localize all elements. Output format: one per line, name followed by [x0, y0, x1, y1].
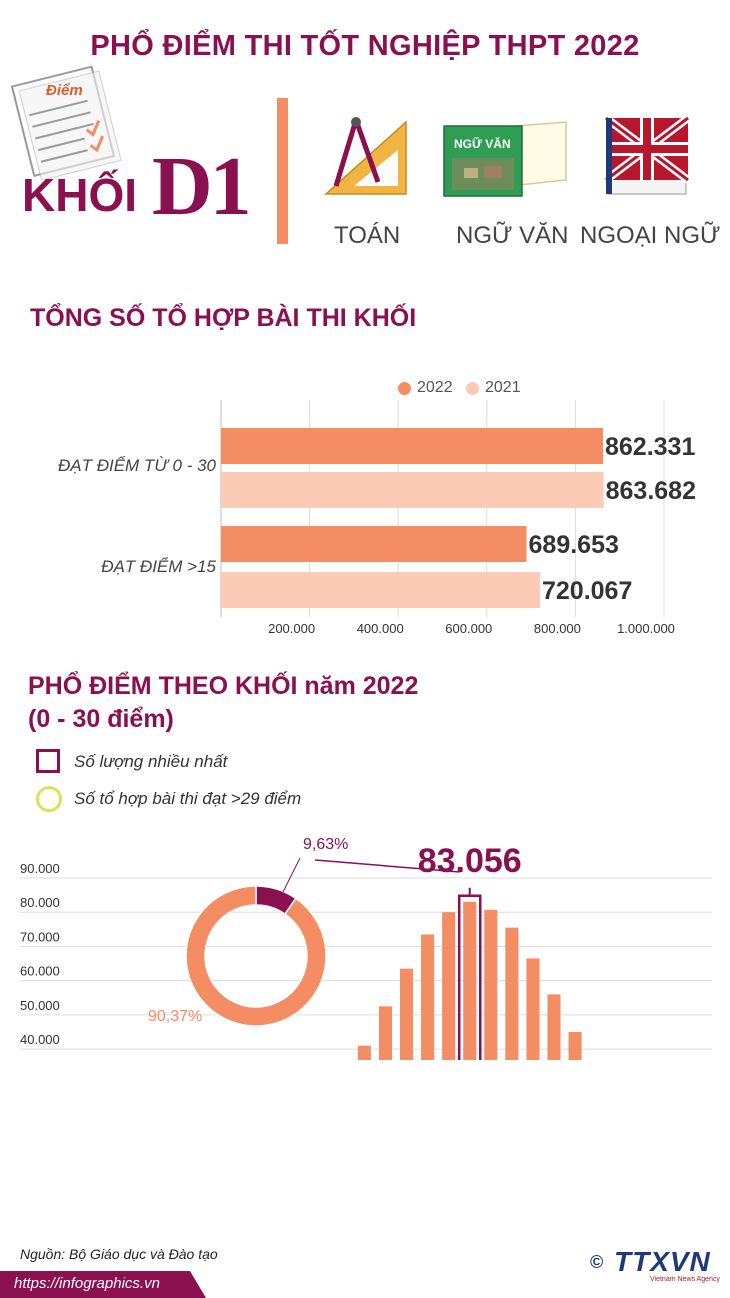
vbar-15 [378, 1006, 392, 1060]
hbar-xtick: 800.000 [534, 621, 581, 636]
vbar-18 [442, 912, 456, 1060]
vbar-ytick: 60.000 [20, 964, 60, 979]
hbar-value-label: 689.653 [529, 531, 619, 559]
legend-2021: 2021 [466, 379, 521, 397]
source-note: Nguồn: Bộ Giáo dục và Đào tạo [20, 1246, 218, 1262]
book-title: NGỮ VĂN [454, 136, 511, 151]
vbar-ytick: 80.000 [20, 895, 60, 910]
hbar-value-label: 863.682 [606, 477, 696, 505]
vbar-17 [421, 934, 435, 1060]
ttxvn-logo-sub: Vietnam News Agency [650, 1276, 720, 1283]
page-title: PHỔ ĐIỂM THI TỐT NGHIỆP THPT 2022 [90, 30, 640, 62]
vbar-21 [505, 927, 519, 1060]
legend-circle-label: Số tổ hợp bài thi đạt >29 điểm [74, 789, 302, 808]
vbar-ytick: 90.000 [20, 861, 60, 876]
section2-subtitle: (0 - 30 điểm) [28, 705, 174, 733]
legend-label-2022: 2022 [417, 379, 453, 396]
legend-2022: 2022 [398, 379, 453, 397]
legend-dot-2022 [398, 381, 411, 395]
subject-literature: NGỮ VĂN [456, 222, 569, 249]
pie-to-peak-connector [314, 859, 460, 873]
hbar-2021 [221, 472, 604, 508]
section2-title: PHỔ ĐIỂM THEO KHỐI năm 2022 [28, 672, 419, 700]
max-highlight-box [457, 894, 482, 1060]
khoi-word: KHỐI [22, 169, 137, 221]
peak-value-label: 83.056 [418, 842, 522, 880]
footer-bar-tip [190, 1271, 206, 1298]
vbar-23 [547, 994, 561, 1060]
vbar-22 [526, 958, 540, 1060]
hbar-xtick: 400.000 [357, 621, 404, 636]
donut-large-leader [212, 995, 233, 1017]
score-distribution-chart: 010.00020.00030.00040.00050.00060.00070.… [20, 836, 712, 1060]
hbar-xtick: 200.000 [268, 621, 315, 636]
hbar-value-label: 720.067 [542, 577, 632, 605]
category-label-over-15: ĐẠT ĐIỂM >15 [101, 557, 216, 576]
copyright-icon: © [590, 1252, 604, 1272]
vbar-20 [484, 909, 498, 1060]
hbar-2021 [221, 572, 540, 608]
vbar-19 [463, 901, 477, 1060]
hbar-xtick: 600.000 [445, 621, 492, 636]
section1-title: TỔNG SỐ TỔ HỢP BÀI THI KHỐI [30, 304, 417, 332]
score-paper-icon: Điểm [10, 65, 122, 180]
english-book-icon [603, 114, 690, 195]
category-label-0-30: ĐẠT ĐIỂM TỪ 0 - 30 [57, 456, 216, 475]
donut-small-label: 9,63% [303, 836, 348, 853]
footer-url[interactable]: https://infographics.vn [14, 1275, 160, 1292]
literature-book-icon: NGỮ VĂN [443, 121, 567, 197]
donut-large-label: 90,37% [148, 1008, 202, 1025]
vbar-ytick: 40.000 [20, 1032, 60, 1047]
subject-math: TOÁN [334, 222, 401, 249]
divider-bar [277, 98, 288, 244]
hbar-xtick: 1.000.000 [617, 621, 675, 636]
subject-foreign-language: NGOẠI NGỮ [580, 222, 721, 249]
vbar-24 [568, 1032, 582, 1060]
hbar-2022 [221, 526, 527, 562]
donut-small-leader [282, 857, 301, 893]
vbar-14 [357, 1045, 371, 1060]
vbar-16 [400, 968, 414, 1060]
legend-max-box [36, 749, 60, 773]
hbar-2022 [221, 428, 604, 464]
compass-ruler-icon [324, 117, 407, 195]
hbar-value-label: 862.331 [605, 433, 695, 461]
legend-dot-2021 [466, 381, 479, 395]
hbar-chart: 200.000 400.000 600.000 800.000 1.000.000 862… [220, 400, 696, 636]
legend-max-label: Số lượng nhiều nhất [74, 752, 228, 771]
vbar-ytick: 50.000 [20, 998, 60, 1013]
donut-slice-2 [185, 885, 327, 1027]
paper-label: Điểm [46, 82, 83, 99]
khoi-code: D1 [152, 140, 252, 233]
legend-label-2021: 2021 [485, 379, 521, 396]
footer-bar [0, 1271, 190, 1298]
ttxvn-logo: TTXVN [614, 1246, 711, 1277]
vbar-ytick: 70.000 [20, 929, 60, 944]
legend-circle [36, 786, 62, 812]
